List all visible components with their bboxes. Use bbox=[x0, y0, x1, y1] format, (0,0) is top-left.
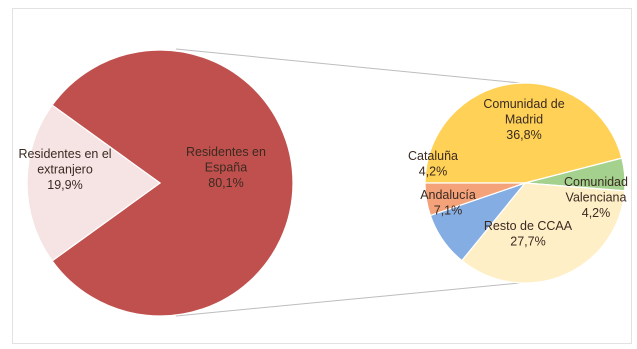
data-label-comunidad-valenciana: Comunidad Valenciana 4,2% bbox=[564, 175, 628, 220]
data-label-cataluna: Cataluña 4,2% bbox=[408, 149, 458, 179]
slice-residentes-en-el-extranjero bbox=[26, 104, 162, 262]
slice-cataluna bbox=[424, 182, 526, 217]
data-label-comunidad-de-madrid: Comunidad de Madrid 36,8% bbox=[483, 97, 564, 142]
slice-residentes-en-espana bbox=[51, 49, 294, 317]
data-label-residentes-en-espana: Residentes en España 80,1% bbox=[186, 145, 266, 190]
data-label-residentes-en-el-extranjero: Residentes en el extranjero 19,9% bbox=[18, 147, 111, 192]
data-label-resto-de-ccaa: Resto de CCAA 27,7% bbox=[484, 219, 573, 249]
slice-comunidad-de-madrid bbox=[424, 82, 623, 184]
data-label-andalucia: Andalucía 7,1% bbox=[420, 188, 476, 218]
slice-resto-de-ccaa bbox=[461, 182, 626, 284]
connector-line-top bbox=[175, 48, 521, 84]
connector-line-bottom bbox=[175, 282, 521, 317]
